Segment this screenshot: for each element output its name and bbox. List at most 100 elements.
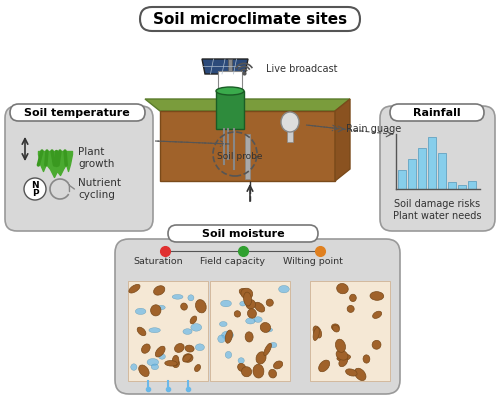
Text: Live broadcast: Live broadcast [266, 64, 338, 74]
Ellipse shape [136, 308, 146, 314]
Ellipse shape [346, 369, 357, 376]
Ellipse shape [172, 359, 180, 367]
Ellipse shape [149, 328, 160, 333]
Ellipse shape [264, 328, 272, 332]
Ellipse shape [260, 322, 270, 332]
Text: Saturation: Saturation [133, 257, 183, 265]
Text: Rainfall: Rainfall [413, 108, 461, 118]
Text: Soil temperature: Soil temperature [24, 108, 130, 118]
Text: Field capacity: Field capacity [200, 257, 264, 265]
Ellipse shape [281, 112, 299, 132]
Ellipse shape [246, 318, 255, 324]
Ellipse shape [248, 309, 256, 318]
Ellipse shape [339, 357, 347, 367]
Ellipse shape [220, 300, 232, 307]
Ellipse shape [225, 352, 232, 358]
Bar [418, 148, 426, 189]
Ellipse shape [240, 301, 246, 306]
Ellipse shape [336, 339, 345, 352]
Ellipse shape [372, 311, 382, 318]
Text: P: P [32, 188, 38, 198]
Ellipse shape [318, 360, 330, 372]
Text: Nutrient
cycling: Nutrient cycling [78, 178, 121, 200]
Ellipse shape [216, 87, 244, 95]
Ellipse shape [158, 354, 166, 359]
Ellipse shape [363, 355, 370, 363]
Ellipse shape [188, 295, 194, 301]
Bar [398, 170, 406, 189]
Ellipse shape [180, 303, 188, 310]
FancyBboxPatch shape [390, 104, 484, 121]
FancyBboxPatch shape [168, 225, 318, 242]
Ellipse shape [158, 305, 165, 310]
Ellipse shape [372, 340, 381, 349]
Ellipse shape [172, 294, 183, 299]
Ellipse shape [183, 329, 192, 334]
Ellipse shape [268, 369, 276, 378]
Bar [408, 159, 416, 189]
Bar [216, 91, 244, 129]
Text: Soil microclimate sites: Soil microclimate sites [153, 12, 347, 26]
Ellipse shape [245, 332, 253, 342]
Ellipse shape [138, 365, 149, 377]
FancyBboxPatch shape [380, 106, 495, 231]
Ellipse shape [154, 286, 165, 295]
Bar [245, 134, 250, 179]
Ellipse shape [196, 344, 204, 351]
Ellipse shape [347, 306, 354, 312]
Ellipse shape [241, 288, 252, 299]
Ellipse shape [332, 324, 340, 330]
FancyBboxPatch shape [10, 104, 145, 121]
Ellipse shape [337, 354, 350, 361]
Circle shape [24, 178, 46, 200]
Ellipse shape [256, 352, 266, 364]
Ellipse shape [244, 292, 252, 306]
Ellipse shape [254, 317, 262, 322]
Ellipse shape [239, 288, 250, 297]
Bar [218, 71, 242, 91]
Polygon shape [160, 111, 335, 181]
Ellipse shape [336, 350, 348, 360]
Bar [210, 281, 290, 381]
Text: N: N [31, 180, 39, 190]
Ellipse shape [174, 344, 184, 352]
Ellipse shape [185, 345, 194, 352]
Ellipse shape [183, 354, 193, 362]
Bar [228, 59, 232, 129]
Bar [310, 281, 390, 381]
Ellipse shape [182, 354, 192, 362]
Ellipse shape [196, 300, 206, 313]
Polygon shape [145, 99, 350, 111]
Text: Plant
growth: Plant growth [78, 147, 114, 169]
Ellipse shape [129, 284, 140, 293]
Ellipse shape [142, 344, 150, 353]
Ellipse shape [191, 324, 202, 331]
Polygon shape [335, 99, 350, 181]
Ellipse shape [264, 343, 272, 356]
Ellipse shape [350, 294, 356, 302]
Text: Soil probe: Soil probe [217, 152, 262, 161]
Ellipse shape [165, 361, 177, 366]
Text: Soil damage risks
Plant water needs: Soil damage risks Plant water needs [393, 199, 481, 221]
Ellipse shape [278, 285, 289, 293]
FancyBboxPatch shape [115, 239, 400, 394]
Ellipse shape [194, 365, 200, 371]
Ellipse shape [336, 284, 348, 294]
Bar [448, 182, 456, 189]
Ellipse shape [313, 326, 322, 338]
Ellipse shape [137, 327, 146, 336]
Ellipse shape [220, 322, 227, 326]
Ellipse shape [234, 311, 240, 317]
Ellipse shape [225, 330, 232, 343]
Text: Soil moisture: Soil moisture [202, 229, 284, 239]
Ellipse shape [254, 302, 264, 312]
Ellipse shape [130, 364, 137, 370]
Bar [468, 181, 476, 189]
Ellipse shape [238, 358, 244, 363]
Ellipse shape [218, 335, 225, 343]
Ellipse shape [370, 292, 384, 300]
Ellipse shape [354, 368, 366, 381]
Ellipse shape [253, 364, 264, 378]
Text: Wilting point: Wilting point [283, 257, 343, 265]
Ellipse shape [151, 364, 158, 370]
